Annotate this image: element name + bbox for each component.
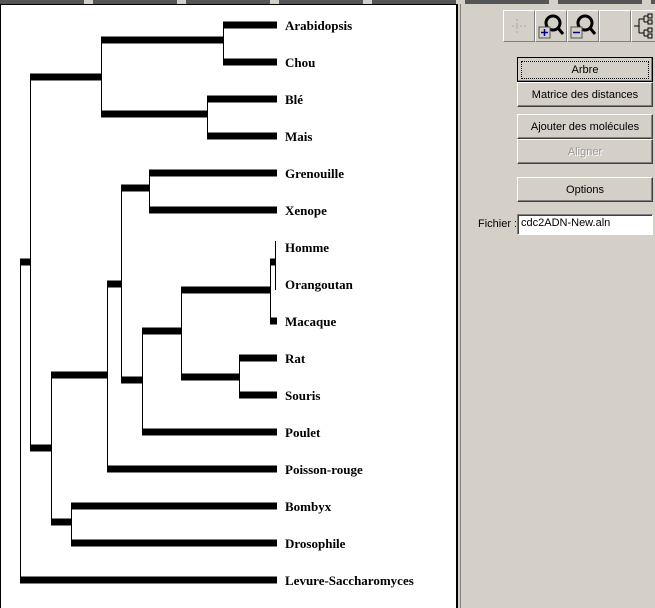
tree-branch bbox=[270, 258, 276, 266]
leaf-label: Xenope bbox=[285, 203, 327, 218]
tree-branch bbox=[181, 373, 240, 381]
leaf-label: Homme bbox=[285, 240, 330, 255]
matrice-label: Matrice des distances bbox=[531, 88, 639, 101]
tree-node-line bbox=[149, 173, 150, 211]
leaf-label: Rat bbox=[285, 351, 306, 366]
tree-branch bbox=[239, 354, 277, 362]
tree-layout-button[interactable] bbox=[631, 10, 655, 42]
tree-branch bbox=[142, 428, 277, 436]
tree-branch bbox=[101, 110, 208, 118]
tree-branch bbox=[121, 184, 150, 192]
move-icon bbox=[512, 19, 526, 33]
tree-branch bbox=[51, 371, 108, 379]
aligner-button[interactable]: Aligner bbox=[517, 139, 653, 164]
tree-branch bbox=[275, 241, 276, 247]
zoom-in-icon bbox=[538, 14, 565, 39]
tree-node-line bbox=[20, 262, 21, 581]
leaf-label: Poulet bbox=[285, 425, 321, 440]
aligner-label: Aligner bbox=[567, 145, 603, 158]
move-button[interactable] bbox=[503, 10, 535, 42]
leaf-label: Levure-Saccharomyces bbox=[285, 573, 414, 588]
tree-branch bbox=[30, 73, 102, 81]
fichier-label: Fichier : bbox=[478, 218, 518, 230]
tree-branch bbox=[207, 95, 277, 103]
tree-branch bbox=[107, 465, 277, 473]
tree-node-line bbox=[275, 247, 276, 285]
side-panel bbox=[460, 4, 655, 608]
tree-branch bbox=[270, 317, 277, 325]
leaf-label: Bombyx bbox=[285, 499, 332, 514]
tree-branch bbox=[142, 327, 182, 335]
leaf-label: Blé bbox=[285, 92, 304, 107]
matrice-distances-button[interactable]: Matrice des distances bbox=[517, 82, 653, 107]
tree-branch bbox=[223, 58, 277, 66]
tree-node-line bbox=[223, 25, 224, 63]
zoom-out-icon bbox=[570, 14, 597, 39]
leaf-label: Macaque bbox=[285, 314, 337, 329]
leaf-label: Souris bbox=[285, 388, 321, 403]
tree-node-line bbox=[207, 99, 208, 137]
tree-branch bbox=[107, 280, 122, 288]
tree-branch bbox=[239, 391, 277, 399]
tree-branch bbox=[101, 36, 224, 44]
options-button[interactable]: Options bbox=[517, 177, 653, 202]
ajouter-molecules-button[interactable]: Ajouter des molécules bbox=[517, 114, 653, 139]
tree-branch bbox=[30, 444, 52, 452]
phylogenetic-tree bbox=[20, 21, 277, 584]
zoom-out-button[interactable] bbox=[567, 10, 599, 42]
leaf-label: Poisson-rouge bbox=[285, 462, 363, 477]
tree-branch bbox=[51, 518, 72, 526]
tree-view: Arabidopsis Chou Blé Mais Grenouille Xenope Ho… bbox=[0, 4, 458, 608]
leaf-label: Chou bbox=[285, 55, 316, 70]
tree-branch bbox=[223, 21, 277, 29]
tree-branch bbox=[181, 286, 271, 294]
leaf-label: Arabidopsis bbox=[285, 18, 353, 33]
tree-layout-icon bbox=[634, 13, 653, 39]
tab-strip bbox=[0, 0, 655, 4]
arbre-button[interactable]: Arbre bbox=[517, 57, 653, 82]
options-label: Options bbox=[566, 183, 604, 196]
tree-branch bbox=[20, 576, 277, 584]
tree-branch bbox=[275, 284, 276, 290]
leaf-label: Mais bbox=[285, 129, 313, 144]
tree-branch bbox=[20, 258, 31, 266]
tree-branch bbox=[149, 169, 277, 177]
blank-toolbar-button[interactable] bbox=[599, 10, 631, 42]
leaf-label: Orangoutan bbox=[285, 277, 353, 292]
zoom-in-button[interactable] bbox=[535, 10, 567, 42]
fichier-input[interactable]: cdc2ADN-New.aln bbox=[517, 214, 653, 235]
tree-branch bbox=[207, 132, 277, 140]
tree-branch bbox=[71, 502, 277, 510]
ajouter-label: Ajouter des molécules bbox=[530, 120, 640, 133]
tree-branch bbox=[121, 376, 143, 384]
leaf-label: Drosophile bbox=[285, 536, 346, 551]
arbre-label: Arbre bbox=[520, 60, 650, 79]
tree-branch bbox=[149, 206, 277, 214]
leaf-label: Grenouille bbox=[285, 166, 344, 181]
tree-branch bbox=[71, 539, 277, 547]
